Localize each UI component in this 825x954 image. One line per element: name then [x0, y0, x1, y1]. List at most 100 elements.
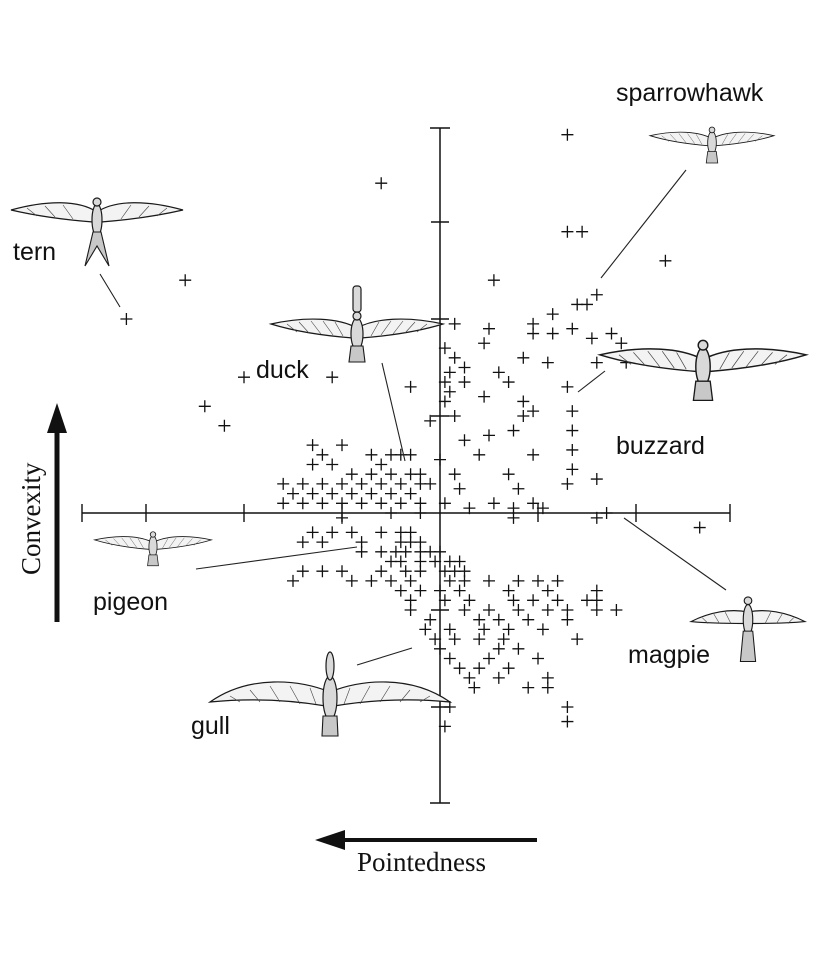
data-point	[326, 487, 339, 500]
data-point	[483, 429, 495, 442]
data-point	[438, 342, 451, 355]
data-point	[492, 671, 505, 684]
data-point	[448, 468, 461, 481]
data-point	[527, 317, 540, 330]
data-point	[277, 497, 290, 510]
data-point	[581, 298, 593, 311]
label-sparrowhawk: sparrowhawk	[616, 79, 764, 107]
data-point	[414, 507, 427, 519]
data-point	[453, 662, 466, 675]
data-point	[615, 337, 628, 350]
data-point	[296, 565, 309, 578]
data-point	[287, 574, 299, 587]
data-point	[512, 642, 525, 655]
data-point	[429, 555, 442, 568]
data-point	[458, 361, 471, 374]
data-point	[277, 477, 290, 490]
data-point	[497, 633, 510, 646]
data-point	[414, 584, 427, 597]
data-point	[502, 468, 515, 481]
data-point	[424, 414, 437, 427]
label-gull: gull	[191, 712, 230, 740]
data-point	[453, 555, 466, 568]
data-point	[541, 356, 554, 369]
data-point	[448, 317, 461, 330]
data-point	[517, 351, 530, 364]
data-point	[561, 128, 574, 141]
data-point	[336, 565, 348, 578]
data-point	[316, 565, 329, 578]
data-point	[561, 715, 574, 728]
gull-drawing-icon	[209, 651, 451, 737]
axes	[81, 127, 731, 804]
data-point	[345, 574, 358, 587]
data-point	[404, 448, 417, 461]
data-point	[551, 574, 564, 587]
data-point	[463, 502, 476, 515]
data-point	[590, 604, 603, 616]
data-point	[468, 681, 481, 694]
data-point	[296, 497, 309, 510]
data-point	[438, 395, 451, 408]
data-point	[561, 613, 574, 626]
data-point	[404, 380, 417, 393]
data-point	[438, 497, 451, 510]
data-point	[483, 652, 495, 665]
data-point	[483, 322, 495, 335]
leader-line-buzzard	[577, 370, 606, 393]
label-pigeon: pigeon	[93, 588, 168, 616]
data-point	[546, 308, 559, 321]
data-point	[458, 376, 471, 389]
data-point	[429, 633, 442, 646]
data-point	[345, 526, 358, 539]
data-point	[120, 313, 133, 325]
data-point	[527, 405, 540, 418]
data-point	[483, 574, 495, 587]
data-point	[434, 642, 446, 655]
data-point	[590, 288, 603, 301]
data-point	[448, 351, 461, 364]
data-point	[566, 463, 579, 476]
data-point	[306, 439, 319, 452]
data-point	[566, 424, 579, 437]
data-point	[693, 521, 706, 534]
y-axis-label: Convexity	[16, 462, 46, 575]
data-point	[473, 448, 486, 461]
x-axis-label: Pointedness	[357, 847, 486, 877]
data-point	[336, 439, 348, 452]
data-point	[443, 652, 456, 665]
data-point	[536, 502, 549, 515]
data-point	[385, 468, 397, 481]
data-point	[551, 594, 564, 607]
data-point	[590, 356, 603, 369]
data-point	[394, 555, 407, 568]
pigeon-drawing-icon	[94, 531, 212, 567]
data-point	[316, 497, 329, 510]
data-point	[434, 545, 446, 558]
label-buzzard: buzzard	[616, 432, 705, 460]
leader-line-tern	[99, 273, 121, 308]
data-point	[487, 274, 500, 287]
leader-line-duck	[381, 362, 406, 462]
data-point	[507, 511, 520, 524]
data-point	[453, 482, 466, 495]
data-point	[345, 487, 358, 500]
data-point	[443, 385, 456, 398]
data-point	[296, 536, 309, 549]
data-point	[179, 274, 192, 287]
label-tern: tern	[13, 238, 56, 266]
data-point	[561, 380, 574, 393]
data-point	[414, 565, 427, 578]
leader-line-magpie	[623, 517, 727, 591]
data-point	[571, 633, 584, 646]
data-point	[419, 623, 432, 636]
data-point	[424, 477, 437, 490]
duck-drawing-icon	[270, 285, 444, 363]
data-point	[532, 652, 544, 665]
data-point	[296, 477, 309, 490]
data-point	[492, 642, 505, 655]
up-arrow-icon	[47, 403, 67, 433]
data-point	[541, 584, 554, 597]
leader-line-pigeon	[195, 546, 358, 570]
